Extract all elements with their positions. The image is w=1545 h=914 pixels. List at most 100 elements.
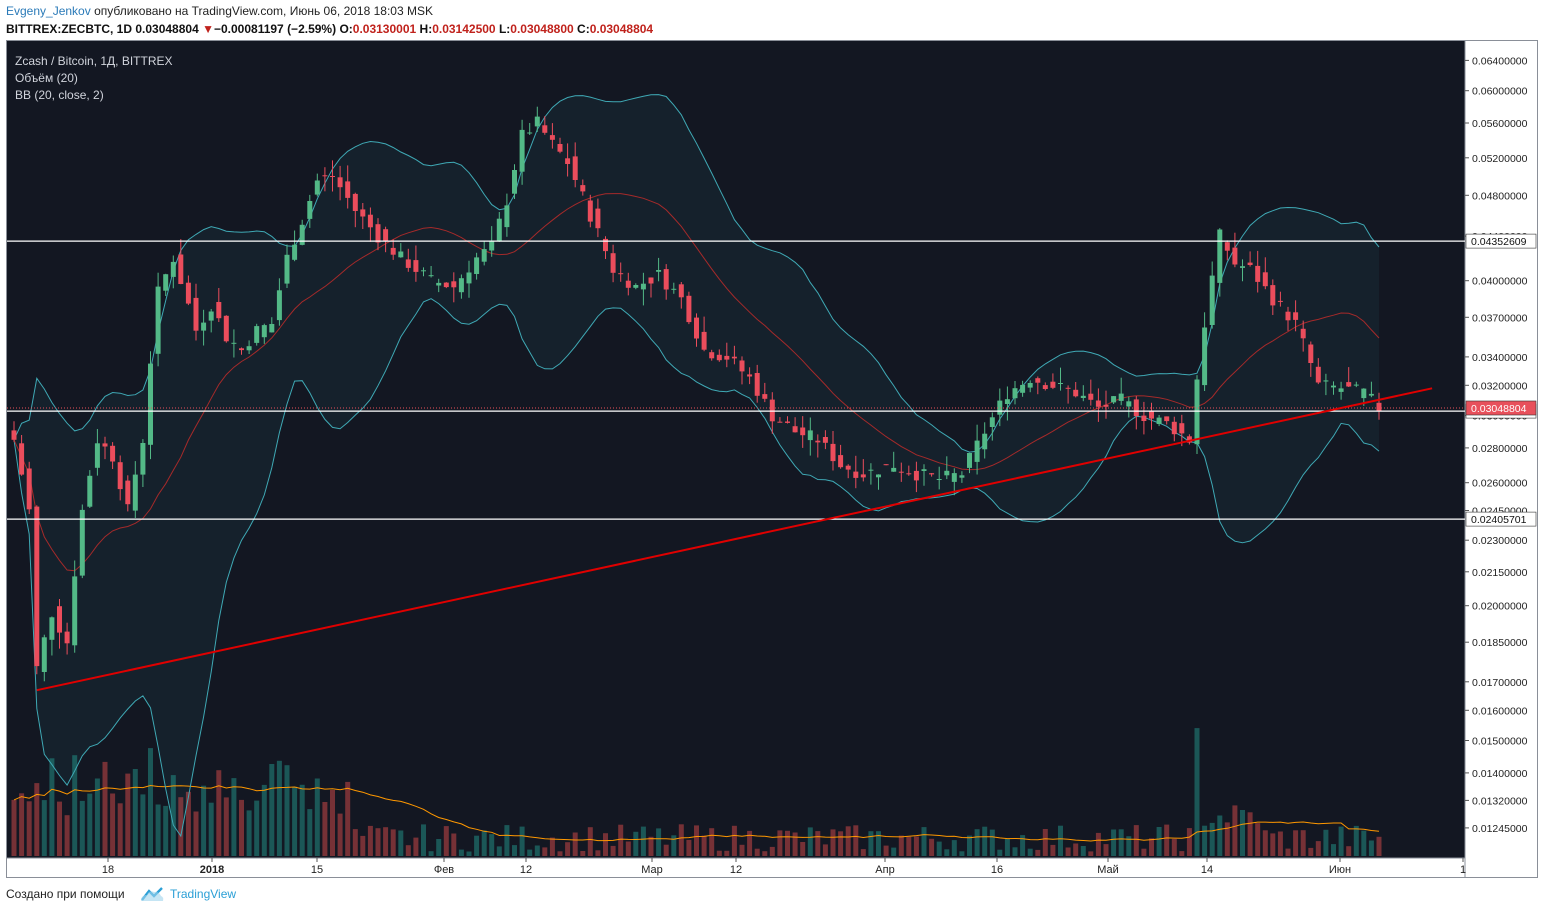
volume-bar bbox=[292, 786, 298, 856]
price-tick-label: 0.03400000 bbox=[1472, 352, 1528, 364]
volume-bar bbox=[572, 832, 578, 856]
volume-ma-line bbox=[13, 784, 1380, 842]
candle-body bbox=[618, 273, 624, 275]
candle-body bbox=[800, 427, 806, 436]
volume-bar bbox=[102, 761, 108, 856]
candle-body bbox=[1217, 229, 1223, 283]
volume-bar bbox=[367, 825, 373, 856]
tradingview-cloud-icon[interactable] bbox=[139, 886, 165, 902]
volume-bar bbox=[830, 829, 836, 856]
candle-body bbox=[1058, 383, 1063, 384]
volume-bar bbox=[443, 826, 449, 856]
volume-bar bbox=[1141, 848, 1147, 856]
candle-body bbox=[656, 270, 662, 272]
ohlc-line: BITTREX:ZECBTC, 1D 0.03048804 ▼−0.000811… bbox=[6, 22, 653, 36]
price-tick-label: 0.01850000 bbox=[1472, 637, 1528, 649]
candle-body bbox=[822, 437, 828, 443]
candle-body bbox=[11, 430, 17, 440]
time-tick-label: 15 bbox=[311, 864, 323, 876]
volume-bar bbox=[640, 826, 646, 856]
volume-bar bbox=[398, 830, 404, 856]
volume-bar bbox=[390, 829, 396, 856]
candle-body bbox=[1186, 436, 1192, 443]
volume-bar bbox=[519, 826, 525, 856]
trendline-group[interactable] bbox=[36, 387, 1433, 692]
volume-bar bbox=[838, 831, 844, 856]
volume-bar bbox=[936, 841, 942, 856]
volume-bar bbox=[625, 841, 631, 856]
volume-bar bbox=[322, 802, 328, 856]
time-axis-area[interactable] bbox=[7, 858, 1465, 877]
time-tick-label: 12 bbox=[730, 864, 742, 876]
candle-body bbox=[876, 474, 881, 478]
candle-body bbox=[405, 259, 411, 268]
volume-bar bbox=[405, 845, 411, 856]
volume-bar bbox=[41, 800, 47, 856]
volume-bar bbox=[921, 827, 927, 856]
candle-body bbox=[830, 443, 836, 462]
candle-body bbox=[1202, 327, 1208, 386]
volume-bar bbox=[580, 851, 586, 856]
horizontal-levels[interactable] bbox=[7, 240, 1465, 520]
volume-bar bbox=[19, 793, 25, 856]
volume-bar bbox=[800, 842, 806, 856]
volume-bar bbox=[49, 758, 55, 856]
candle-body bbox=[1088, 393, 1094, 400]
price-axis-area[interactable] bbox=[1465, 41, 1537, 877]
candle-body bbox=[428, 275, 434, 277]
footer-brand-link[interactable]: TradingView bbox=[170, 887, 237, 901]
candle-body bbox=[49, 617, 55, 640]
candle-body bbox=[1050, 381, 1056, 388]
volume-bar bbox=[898, 835, 904, 856]
volume-bar bbox=[1346, 846, 1352, 856]
time-tick-label: 1 bbox=[1460, 864, 1466, 876]
candle-body bbox=[792, 426, 798, 433]
time-tick-label: Апр bbox=[875, 864, 894, 876]
candle-body bbox=[1293, 312, 1299, 320]
candles bbox=[11, 106, 1382, 682]
candle-body bbox=[148, 363, 153, 445]
candle-body bbox=[731, 356, 737, 359]
volume-bars bbox=[11, 728, 1382, 856]
close-value: 0.03048804 bbox=[589, 22, 654, 36]
price-tick-label: 0.01320000 bbox=[1472, 795, 1528, 807]
candle-body bbox=[512, 170, 517, 194]
candle-body bbox=[102, 443, 108, 447]
candle-body bbox=[504, 205, 510, 228]
author-link[interactable]: Evgeny_Jenkov bbox=[6, 4, 91, 18]
volume-bar bbox=[1331, 844, 1336, 856]
volume-bar bbox=[276, 760, 282, 856]
candle-body bbox=[610, 253, 616, 273]
volume-bar bbox=[337, 813, 343, 856]
candle-body bbox=[421, 270, 426, 272]
volume-bar bbox=[1270, 833, 1276, 856]
candle-body bbox=[1126, 401, 1132, 407]
volume-bar bbox=[193, 811, 199, 856]
volume-bar bbox=[512, 845, 517, 856]
volume-bar bbox=[701, 835, 707, 856]
candle-body bbox=[1285, 311, 1291, 321]
price-tick-label: 0.04800000 bbox=[1472, 190, 1528, 202]
candle-body bbox=[185, 282, 191, 304]
candle-body bbox=[390, 247, 396, 255]
candle-body bbox=[276, 290, 282, 321]
candle-body bbox=[883, 464, 889, 466]
volume-bar bbox=[125, 773, 131, 856]
volume-bar bbox=[383, 827, 389, 856]
volume-bar bbox=[11, 799, 17, 856]
candle-body bbox=[178, 254, 184, 284]
candle-body bbox=[603, 238, 608, 252]
volume-bar bbox=[155, 804, 161, 856]
volume-bar bbox=[1368, 840, 1374, 856]
candle-body bbox=[94, 443, 100, 468]
candle-body bbox=[906, 473, 912, 475]
volume-bar bbox=[64, 815, 70, 856]
price-chart[interactable]: 0.06400000 0.06000000 0.05600000 0.05200000… bbox=[7, 41, 1537, 877]
volume-bar bbox=[822, 844, 828, 856]
volume-bar bbox=[1361, 830, 1367, 856]
price-tick-label: 0.01700000 bbox=[1472, 677, 1528, 689]
volume-bar bbox=[1247, 812, 1253, 856]
candle-body bbox=[367, 214, 373, 228]
candle-body bbox=[413, 260, 419, 272]
candle-body bbox=[989, 417, 995, 427]
